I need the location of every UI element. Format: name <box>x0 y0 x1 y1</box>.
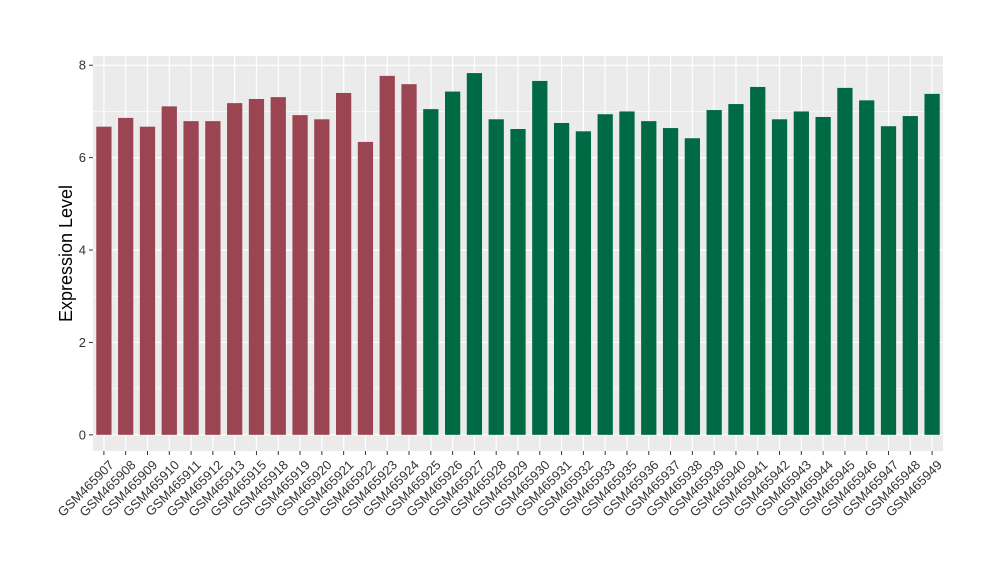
bar-GSM465946 <box>859 100 875 435</box>
y-axis: 0 2 4 6 8 <box>79 58 93 442</box>
bar-GSM465911 <box>183 121 199 435</box>
bar-GSM465939 <box>706 110 722 435</box>
bar-GSM465938 <box>684 138 700 435</box>
bar-GSM465923 <box>379 75 395 435</box>
bar-GSM465940 <box>728 104 744 435</box>
bar-GSM465936 <box>641 121 657 435</box>
bar-GSM465922 <box>357 141 374 435</box>
bar-GSM465919 <box>292 115 308 435</box>
bar-GSM465943 <box>793 111 809 435</box>
bar-GSM465944 <box>815 116 831 435</box>
y-tick-label: 4 <box>79 243 86 258</box>
bar-GSM465910 <box>161 106 177 435</box>
bar-GSM465909 <box>139 126 156 435</box>
bar-GSM465942 <box>771 119 788 435</box>
bar-GSM465907 <box>96 126 112 435</box>
bar-GSM465937 <box>662 128 679 435</box>
bar-GSM465932 <box>575 131 592 435</box>
bar-GSM465931 <box>553 122 570 435</box>
bar-GSM465921 <box>336 92 352 435</box>
bar-GSM465912 <box>205 121 221 435</box>
bar-GSM465947 <box>880 126 897 435</box>
y-tick-label: 8 <box>79 58 86 73</box>
bar-GSM465933 <box>597 114 613 435</box>
bar-GSM465935 <box>619 111 635 435</box>
y-tick-label: 0 <box>79 427 86 442</box>
bar-GSM465913 <box>227 103 243 435</box>
bar-GSM465929 <box>510 128 526 435</box>
bar-GSM465926 <box>444 91 461 435</box>
y-tick-label: 6 <box>79 150 86 165</box>
bar-GSM465918 <box>270 97 286 435</box>
bar-GSM465908 <box>118 117 134 435</box>
bar-GSM465924 <box>401 84 417 435</box>
bar-GSM465945 <box>837 87 853 435</box>
x-axis: GSM465907GSM465908GSM465909GSM465910GSM4… <box>55 451 945 520</box>
bar-GSM465948 <box>902 116 918 435</box>
y-axis-label: Expression Level <box>56 185 76 322</box>
bar-GSM465930 <box>532 80 548 435</box>
bars <box>96 73 940 435</box>
bar-GSM465927 <box>466 73 483 435</box>
bar-GSM465941 <box>750 86 766 435</box>
y-tick-label: 2 <box>79 335 86 350</box>
bar-GSM465928 <box>488 119 504 435</box>
bar-GSM465925 <box>423 109 439 435</box>
bar-GSM465949 <box>924 93 940 435</box>
bar-GSM465920 <box>314 119 330 435</box>
bar-GSM465915 <box>248 98 265 435</box>
